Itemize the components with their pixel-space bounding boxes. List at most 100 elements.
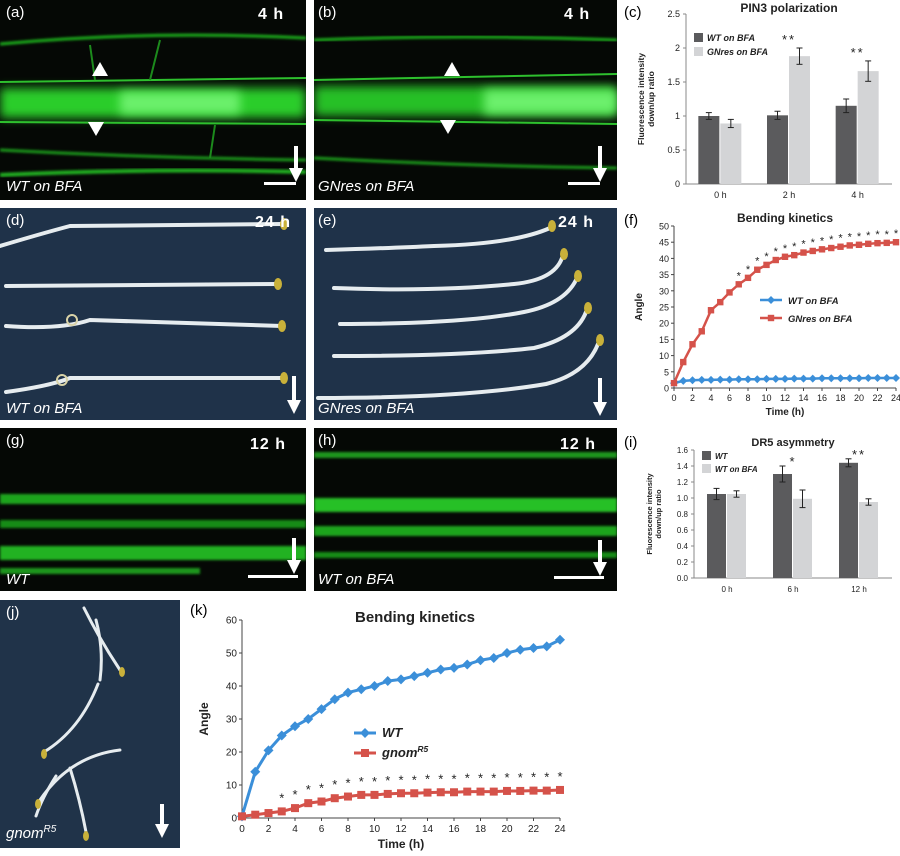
- significance-star: *: [412, 772, 417, 787]
- panel-label-c: (c): [624, 4, 642, 21]
- y-axis-label: Angle: [197, 702, 211, 736]
- chart-title: DR5 asymmetry: [751, 437, 835, 449]
- data-point-square: [450, 788, 458, 797]
- legend-label: WT on BFA: [707, 33, 755, 43]
- data-point-diamond: [528, 643, 539, 654]
- micrograph-a: (a) 4 h WT on BFA: [0, 0, 306, 200]
- x-tick-label: 24: [554, 824, 566, 835]
- significance-star: *: [737, 270, 742, 282]
- panel-label-e: (e): [318, 212, 337, 229]
- x-tick-label: 0: [671, 393, 676, 403]
- data-point-diamond: [744, 375, 752, 384]
- data-point-diamond: [329, 694, 340, 705]
- panel-label-j: (j): [6, 604, 20, 621]
- micrograph-g-image: [0, 428, 306, 591]
- y-tick-label: 0.2: [677, 558, 689, 567]
- data-point-diamond: [697, 375, 706, 384]
- x-tick-label: 14: [422, 824, 434, 835]
- panel-label-g: (g): [6, 432, 25, 449]
- chart-c-host: PIN3 polarization 0 0.5 1 1.5 2 2.5 Fluorescenc…: [622, 0, 900, 206]
- data-point-diamond: [475, 655, 486, 666]
- significance-marker: **: [852, 447, 866, 462]
- chart-title: PIN3 polarization: [740, 1, 837, 15]
- significance-star: *: [319, 781, 324, 796]
- chart-title: Bending kinetics: [737, 211, 833, 225]
- data-point-square: [436, 788, 445, 797]
- data-point-diamond: [762, 374, 771, 383]
- data-point-square: [744, 274, 752, 282]
- chart-i-host: DR5 asymmetry 0.0 0.2 0.4 0.6 0.8 1.0 1.2 1.4 1.6…: [622, 430, 900, 602]
- significance-star: *: [425, 772, 430, 787]
- y-axis-label: Angle: [634, 293, 645, 321]
- significance-star: *: [557, 769, 562, 784]
- x-tick-label: 12 h: [851, 585, 867, 594]
- data-point-square: [370, 790, 379, 799]
- bar: [857, 71, 879, 184]
- photo-e-image: [314, 208, 617, 420]
- data-point-square: [317, 797, 326, 806]
- data-point-diamond: [845, 374, 854, 383]
- micrograph-b: (b) 4 h GNres on BFA: [314, 0, 617, 200]
- significance-star: *: [894, 228, 899, 240]
- condition-label-j: gnomR5: [6, 824, 56, 842]
- data-point-square: [423, 788, 432, 797]
- data-point-square: [707, 307, 715, 314]
- data-point-diamond: [382, 676, 393, 687]
- data-point-square: [529, 786, 538, 795]
- data-point-square: [735, 281, 742, 288]
- data-point-diamond: [707, 375, 715, 384]
- legend-label: WT: [715, 452, 729, 461]
- significance-star: *: [372, 774, 377, 789]
- data-point-diamond: [808, 374, 817, 383]
- data-point-diamond: [263, 745, 274, 756]
- legend-label-superscript: R5: [417, 744, 428, 754]
- legend-swatch: [694, 47, 703, 56]
- data-point-square: [503, 786, 511, 795]
- data-point-diamond: [303, 714, 314, 724]
- data-point-square: [556, 785, 564, 794]
- significance-star: *: [783, 243, 788, 255]
- y-tick-label: 40: [226, 682, 238, 693]
- chart-f-host: Bending kinetics 0 5 10 15 20 25 30 35 40 45 50 0 2 4 6…: [622, 208, 900, 418]
- photo-j-image: [0, 600, 180, 848]
- y-tick-label: 0.0: [677, 574, 689, 583]
- data-point-diamond: [502, 648, 512, 658]
- data-point-diamond: [818, 374, 826, 383]
- data-point-diamond: [836, 374, 845, 383]
- y-tick-label: 0.4: [677, 542, 689, 551]
- significance-star: *: [774, 246, 779, 258]
- significance-star: *: [764, 251, 769, 263]
- data-point-square: [680, 358, 687, 366]
- significance-star: *: [465, 771, 470, 786]
- significance-star: *: [332, 777, 337, 792]
- data-point-square: [542, 786, 551, 795]
- data-point-diamond: [422, 667, 433, 678]
- micrograph-h: (h) 12 h WT on BFA: [314, 428, 617, 591]
- chart-k-host: Bending kinetics 0 10 20 30 40 50 60 0 2 4 6 8 10 12 14…: [186, 600, 586, 851]
- significance-star: *: [820, 235, 825, 247]
- data-point-diamond: [827, 374, 836, 383]
- bar: [727, 494, 746, 578]
- x-tick-label: 22: [872, 393, 882, 403]
- data-point-diamond: [276, 730, 287, 741]
- condition-label-a: WT on BFA: [6, 178, 83, 195]
- time-label-g: 12 h: [250, 436, 287, 453]
- y-tick-label: 30: [659, 286, 669, 296]
- data-point-diamond: [864, 373, 873, 382]
- legend-marker: [361, 749, 369, 757]
- bar: [767, 115, 788, 184]
- data-point-square: [291, 804, 299, 813]
- y-tick-label: 40: [659, 254, 669, 264]
- data-point-square: [304, 799, 313, 808]
- x-tick-label: 10: [369, 824, 381, 835]
- data-point-square: [397, 789, 405, 798]
- data-point-diamond: [541, 641, 552, 652]
- data-point-diamond: [892, 373, 900, 382]
- y-tick-label: 1: [675, 111, 680, 121]
- x-tick-label: 6: [727, 393, 732, 403]
- legend-label: WT on BFA: [788, 296, 839, 307]
- data-point-diamond: [369, 681, 380, 691]
- y-tick-label: 1.0: [677, 494, 689, 503]
- time-label-a: 4 h: [258, 6, 285, 23]
